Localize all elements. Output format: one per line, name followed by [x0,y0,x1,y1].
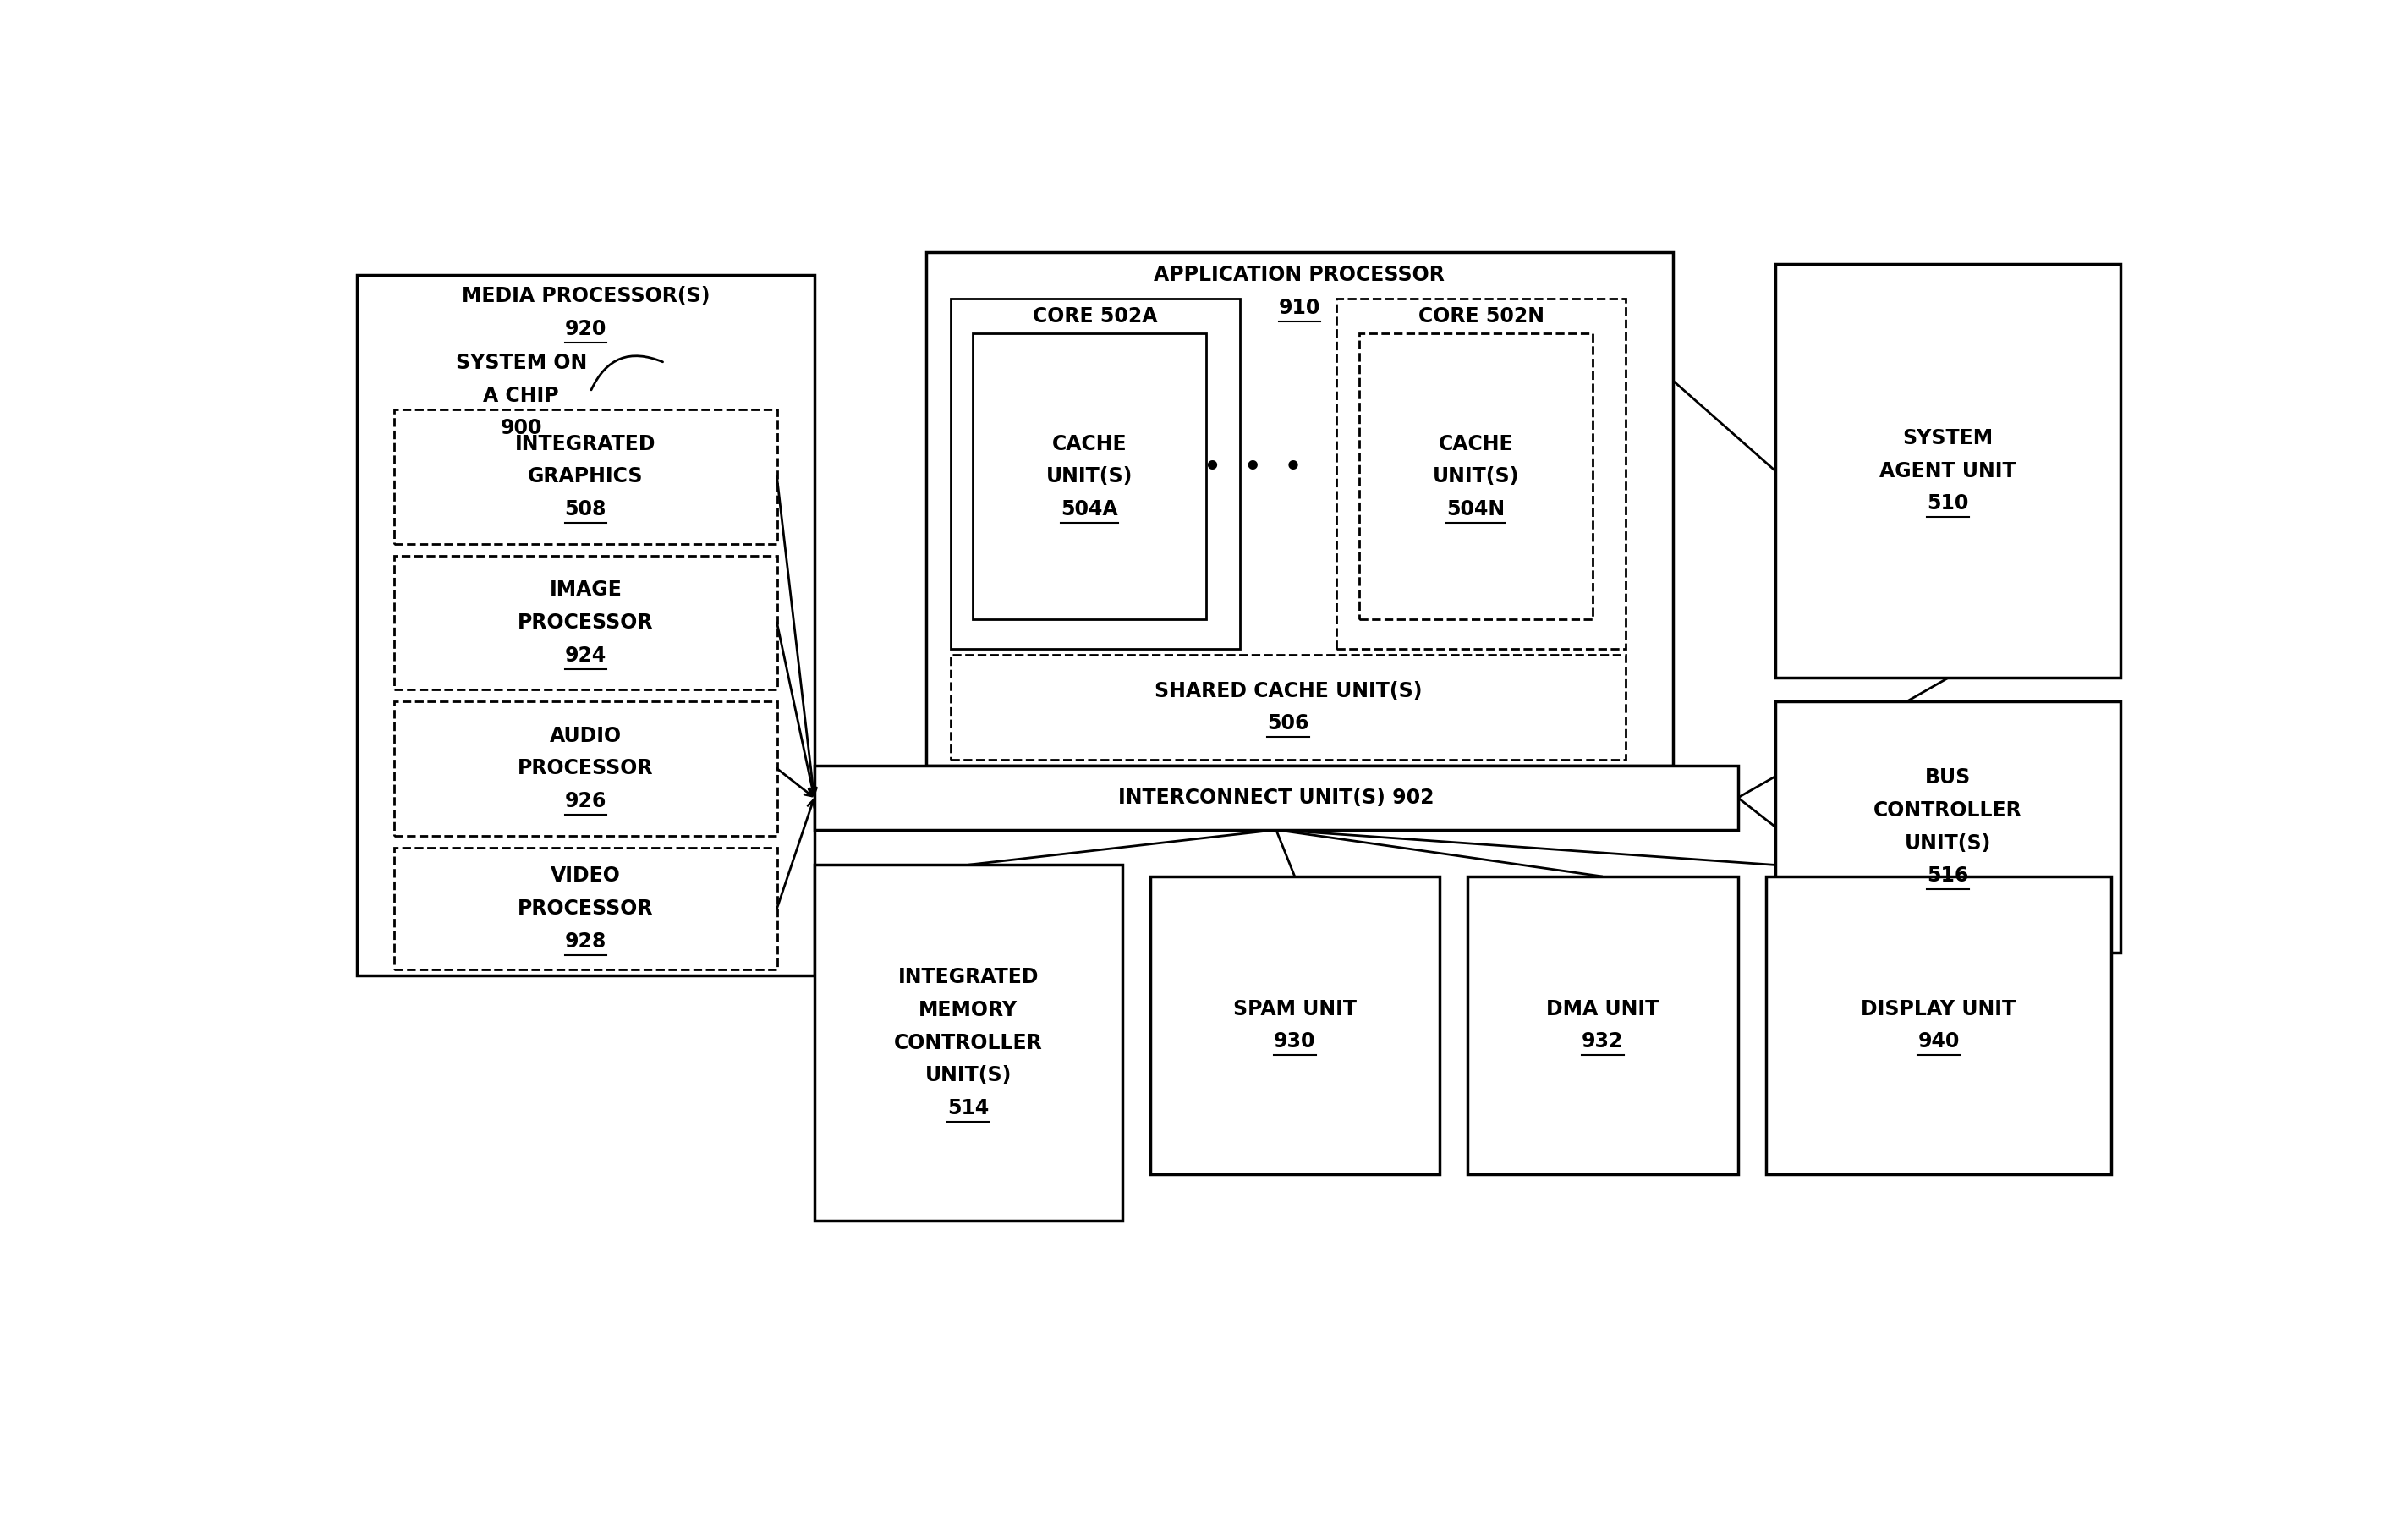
FancyBboxPatch shape [395,702,778,835]
Text: PROCESSOR: PROCESSOR [518,899,653,919]
Text: 900: 900 [501,418,542,438]
Text: PROCESSOR: PROCESSOR [518,758,653,779]
Text: AGENT UNIT: AGENT UNIT [1881,461,2015,481]
FancyBboxPatch shape [1151,876,1440,1173]
Text: •  •  •: • • • [1202,452,1303,484]
Text: 516: 516 [1926,866,1970,885]
Text: 930: 930 [1274,1031,1315,1052]
Text: CACHE: CACHE [1438,434,1512,455]
Text: UNIT(S): UNIT(S) [925,1066,1011,1085]
FancyBboxPatch shape [927,252,1674,766]
Text: AUDIO: AUDIO [549,726,621,746]
FancyBboxPatch shape [395,409,778,544]
Text: VIDEO: VIDEO [551,866,621,885]
Text: SHARED CACHE UNIT(S): SHARED CACHE UNIT(S) [1153,681,1423,700]
Text: 508: 508 [563,499,607,520]
Text: INTEGRATED: INTEGRATED [515,434,655,455]
Text: DISPLAY UNIT: DISPLAY UNIT [1861,999,2015,1019]
Text: GRAPHICS: GRAPHICS [527,467,643,487]
Text: INTEGRATED: INTEGRATED [898,967,1038,987]
Text: 506: 506 [1267,714,1310,734]
Text: 940: 940 [1917,1031,1960,1052]
Text: 510: 510 [1926,493,1970,514]
FancyBboxPatch shape [814,766,1739,829]
FancyBboxPatch shape [356,276,814,976]
FancyBboxPatch shape [951,299,1240,649]
FancyBboxPatch shape [1358,334,1592,620]
Text: 504N: 504N [1447,499,1505,520]
FancyBboxPatch shape [1336,299,1625,649]
Text: 924: 924 [566,646,607,666]
Text: APPLICATION PROCESSOR: APPLICATION PROCESSOR [1153,265,1445,285]
Text: UNIT(S): UNIT(S) [1433,467,1519,487]
Text: CONTROLLER: CONTROLLER [1873,800,2023,820]
Text: 504A: 504A [1062,499,1117,520]
FancyBboxPatch shape [1466,876,1739,1173]
Text: 910: 910 [1279,297,1320,318]
FancyBboxPatch shape [395,555,778,690]
Text: INTERCONNECT UNIT(S) 902: INTERCONNECT UNIT(S) 902 [1117,787,1435,808]
Text: UNIT(S): UNIT(S) [1905,834,1991,854]
Text: SPAM UNIT: SPAM UNIT [1233,999,1356,1019]
FancyBboxPatch shape [1775,702,2121,952]
FancyBboxPatch shape [814,864,1122,1220]
Text: 928: 928 [566,931,607,952]
Text: CORE 502A: CORE 502A [1033,306,1158,326]
Text: SYSTEM: SYSTEM [1902,428,1994,449]
Text: BUS: BUS [1924,767,1970,788]
Text: A CHIP: A CHIP [484,385,559,406]
Text: MEDIA PROCESSOR(S): MEDIA PROCESSOR(S) [462,287,710,306]
FancyBboxPatch shape [1775,264,2121,678]
Text: SYSTEM ON: SYSTEM ON [455,353,588,373]
FancyBboxPatch shape [951,655,1625,760]
Text: MEMORY: MEMORY [917,1001,1019,1020]
Text: 932: 932 [1582,1031,1623,1052]
Text: 514: 514 [946,1098,990,1119]
Text: UNIT(S): UNIT(S) [1045,467,1132,487]
Text: CORE 502N: CORE 502N [1418,306,1544,326]
Text: PROCESSOR: PROCESSOR [518,612,653,632]
FancyBboxPatch shape [395,847,778,970]
Text: IMAGE: IMAGE [549,579,621,600]
FancyBboxPatch shape [973,334,1206,620]
Text: CONTROLLER: CONTROLLER [893,1032,1043,1054]
Text: 926: 926 [566,791,607,811]
Text: DMA UNIT: DMA UNIT [1546,999,1659,1019]
Text: 920: 920 [566,318,607,340]
FancyBboxPatch shape [1765,876,2112,1173]
Text: CACHE: CACHE [1052,434,1127,455]
